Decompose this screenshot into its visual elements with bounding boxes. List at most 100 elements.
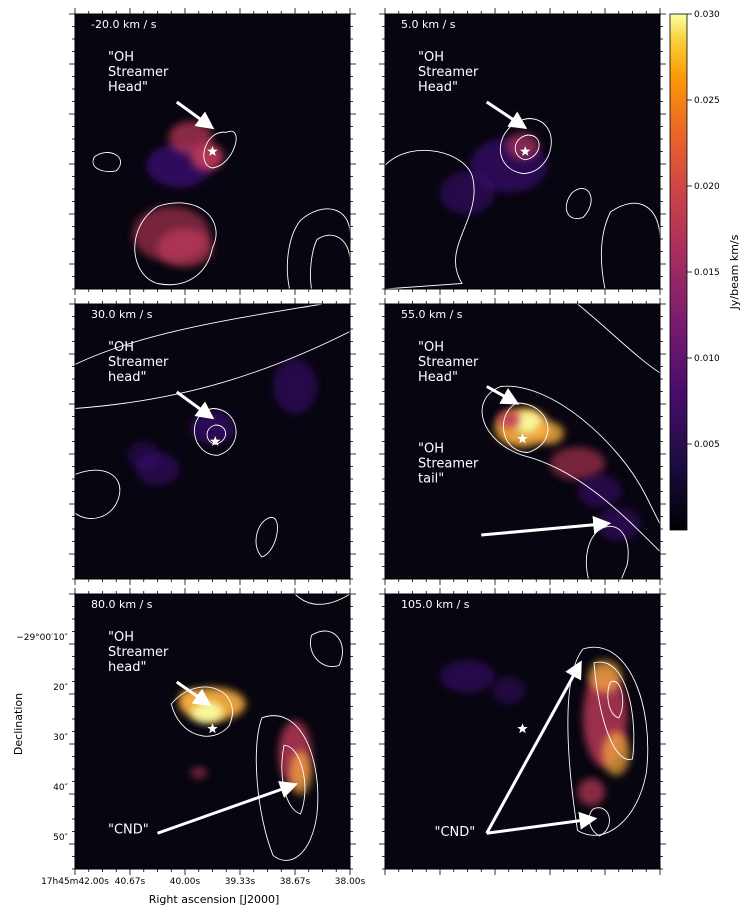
contour-line [607, 680, 624, 719]
emission-blob [514, 411, 542, 434]
annotation-label: "OH Streamer head" [108, 340, 169, 385]
emission-map [440, 646, 649, 837]
emission-blob [190, 411, 235, 445]
star-marker [517, 723, 528, 734]
panel-ticks [379, 8, 666, 295]
contour-line [600, 202, 660, 289]
colorbar-tick-label: 0.015 [694, 268, 720, 278]
panel-ticks [379, 588, 666, 875]
contour-line [206, 424, 227, 445]
velocity-label: 5.0 km / s [401, 18, 456, 31]
annotation-arrow [175, 680, 212, 707]
velocity-label: 30.0 km / s [91, 308, 153, 321]
colorbar-tick-label: 0.005 [694, 440, 720, 450]
colorbar-gradient [669, 13, 688, 531]
annotation-label: "OH Streamer head" [108, 630, 169, 675]
contour-line [499, 118, 552, 174]
x-tick-label: 17h45m42.00s [41, 877, 109, 887]
star-marker [210, 436, 221, 446]
emission-blob [157, 228, 213, 267]
colorbar-label: Jy/beam km/s [728, 234, 741, 310]
star-marker [207, 146, 218, 156]
annotation-label: "OH Streamer Head" [418, 340, 479, 385]
y-tick-label: 50″ [53, 833, 68, 843]
annotation-arrow [156, 781, 298, 835]
contour-line [567, 646, 649, 836]
panel-3: 30.0 km / s "OH Streamer head" [69, 298, 356, 585]
panel-2: 5.0 km / s "OH Streamer Head" [379, 8, 666, 295]
contour-line [92, 152, 122, 172]
annotation-label-secondary: "OH Streamer tail" [418, 442, 479, 487]
colorbar: 0.005 0.010 0.015 0.020 0.025 0.030 Jy/beam k… [669, 10, 741, 531]
annotation-arrow [485, 100, 528, 129]
contour-line [385, 149, 475, 289]
velocity-label: -20.0 km / s [91, 18, 157, 31]
emission-blob [577, 778, 605, 806]
contour-line [514, 134, 540, 161]
emission-blob [190, 701, 224, 724]
contour-line [75, 304, 350, 409]
emission-blob [577, 474, 622, 508]
emission-map [75, 304, 350, 558]
contour-line [593, 661, 635, 760]
annotation-arrow [175, 390, 215, 420]
contour-line [281, 744, 306, 815]
y-axis-title: Declination [12, 693, 25, 755]
emission-blob [602, 731, 630, 776]
y-tick-label: 30″ [53, 733, 68, 743]
contour-line [75, 469, 121, 519]
annotation-label: "CND" [435, 825, 476, 840]
annotation-arrow [485, 660, 582, 834]
panel-1: -20.0 km / s "OH Streamer Head" [69, 8, 356, 295]
panel-4: 55.0 km / s "OH Streamer Head" "OH Streamer ta… [379, 298, 666, 585]
annotation-arrow [175, 100, 215, 130]
emission-map [481, 304, 660, 579]
annotation-label: "OH Streamer Head" [418, 50, 479, 95]
contour-line [286, 208, 350, 289]
annotation-arrow [486, 811, 598, 835]
contour-line [309, 234, 350, 289]
emission-blob [492, 676, 526, 704]
contour-line [194, 408, 237, 456]
velocity-label: 105.0 km / s [401, 598, 470, 611]
emission-blob [190, 767, 207, 779]
annotation-arrow [486, 385, 520, 405]
annotation-label: "OH Streamer Head" [108, 50, 169, 95]
contour-line [255, 715, 319, 861]
contour-line [203, 130, 237, 169]
contour-line [170, 686, 233, 737]
emission-blob [497, 411, 520, 428]
panel-ticks [69, 298, 356, 585]
velocity-label: 80.0 km / s [91, 598, 153, 611]
annotation-label-secondary: "CND" [108, 822, 149, 837]
panel-6: 105.0 km / s "CND" [379, 588, 666, 875]
contour-line [255, 517, 278, 558]
contour-line [585, 525, 629, 579]
emission-blob [588, 660, 622, 693]
star-marker [207, 723, 218, 734]
star-marker [517, 433, 528, 444]
emission-blob [536, 422, 564, 445]
velocity-label: 55.0 km / s [401, 308, 463, 321]
emission-blob [506, 132, 539, 160]
panel-ticks [379, 298, 666, 585]
x-axis-title: Right ascension [J2000] [149, 893, 280, 906]
panel-ticks [69, 8, 356, 295]
emission-blob [440, 660, 495, 693]
y-tick-label: −29°00′10″ [16, 633, 68, 643]
emission-blob [440, 170, 495, 215]
contour-line [309, 630, 343, 668]
emission-blob [127, 441, 161, 469]
annotation-arrow [481, 515, 612, 537]
contour-line [502, 402, 549, 453]
colorbar-tick-label: 0.025 [694, 96, 720, 106]
star-marker [520, 146, 531, 156]
contour-line [565, 188, 592, 220]
contour-line [481, 385, 660, 553]
colorbar-tick-label: 0.030 [694, 10, 720, 20]
panel-ticks [69, 588, 356, 875]
x-tick-label: 40.00s [170, 877, 201, 887]
emission-blob [289, 750, 312, 795]
x-tick-label: 39.33s [225, 877, 256, 887]
